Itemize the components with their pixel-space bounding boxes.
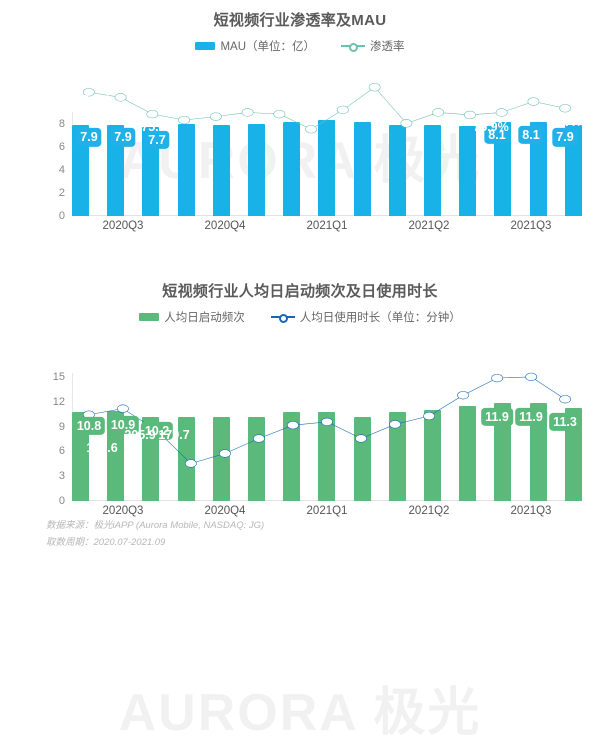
x-tick-2021Q1: 2021Q1 [306, 220, 348, 232]
bar-2021.04[interactable] [388, 411, 406, 501]
bar-2020.07[interactable] [72, 411, 89, 501]
legend-launch-frequency[interactable]: 人均日启动频次 [139, 309, 245, 325]
legend-usage-duration[interactable]: 人均日使用时长（单位：分钟） [270, 309, 461, 325]
legend-mau-swatch-icon [195, 42, 216, 50]
chart-bottom: 0 3 6 9 12 15 10.8 10.9 10.2 11.9 11.9 11.3 198.6 20… [0, 325, 600, 517]
x-axis-ticks-bottom: 2020Q3 2020Q4 2021Q1 2021Q2 2021Q3 [72, 505, 582, 517]
watermark-bottom: AURORA 极光 [118, 684, 482, 742]
line-value-label: 78.3% [75, 92, 111, 107]
y-tick-2: 2 [58, 186, 65, 199]
y-tick-6: 6 [58, 140, 65, 153]
bar-2021.06[interactable] [459, 406, 477, 501]
y-tick-15: 15 [52, 371, 65, 384]
line-marker[interactable] [83, 88, 94, 96]
legend-penetration-label: 渗透率 [370, 41, 405, 53]
x-tick-2021Q1: 2021Q1 [306, 505, 348, 517]
x-tick-2020Q4: 2020Q4 [204, 220, 246, 232]
bar-series-mau [72, 112, 582, 216]
x-axis-ticks-top: 2020Q3 2020Q4 2021Q1 2021Q2 2021Q3 [72, 220, 582, 232]
x-tick-2020Q3: 2020Q3 [102, 505, 144, 517]
bar-2021.05[interactable] [424, 410, 442, 501]
legend-top: MAU（单位：亿） 渗透率 [0, 38, 600, 54]
legend-mau-label: MAU（单位：亿） [220, 41, 316, 53]
bar-2021.02[interactable] [318, 411, 336, 501]
bar-2020.09[interactable] [142, 416, 160, 501]
bar-2021.07[interactable] [494, 402, 512, 501]
bar-2021.03[interactable] [353, 121, 371, 216]
bar-2020.09[interactable] [142, 127, 160, 216]
line-marker[interactable] [115, 93, 126, 101]
line-value-label: 244.1 [520, 340, 552, 355]
bar-series-launch-frequency [72, 373, 582, 501]
bar-2021.08[interactable] [529, 402, 547, 501]
footer-period: 取数周期：2020.07-2021.09 [46, 536, 166, 548]
x-tick-2020Q4: 2020Q4 [204, 505, 246, 517]
bar-2020.10[interactable] [177, 124, 195, 216]
bar-2020.11[interactable] [212, 124, 230, 216]
legend-usage-duration-swatch-icon [270, 312, 295, 323]
y-tick-0: 0 [58, 495, 65, 507]
x-tick-2020Q3: 2020Q3 [102, 220, 144, 232]
bar-2021.08[interactable] [529, 122, 547, 216]
x-tick-2021Q3: 2021Q3 [510, 505, 552, 517]
bar-2021.02[interactable] [318, 119, 336, 216]
bar-2020.08[interactable] [107, 124, 125, 216]
y-tick-8: 8 [58, 117, 65, 130]
y-tick-9: 9 [58, 420, 65, 433]
legend-bottom: 人均日启动频次 人均日使用时长（单位：分钟） [0, 309, 600, 325]
bar-2021.06[interactable] [459, 125, 477, 216]
bar-2021.01[interactable] [283, 411, 301, 501]
bar-2021.03[interactable] [353, 416, 371, 501]
panel-launch-duration: 短视频行业人均日启动频次及日使用时长 人均日启动频次 人均日使用时长（单位：分钟… [0, 272, 600, 742]
y-tick-0: 0 [58, 210, 65, 222]
bar-2020.11[interactable] [212, 416, 230, 501]
bar-2020.10[interactable] [177, 416, 195, 501]
y-tick-12: 12 [52, 395, 65, 408]
legend-mau[interactable]: MAU（单位：亿） [195, 38, 315, 54]
legend-penetration[interactable]: 渗透率 [341, 38, 405, 54]
x-tick-2021Q2: 2021Q2 [408, 220, 450, 232]
bar-2020.12[interactable] [248, 416, 266, 501]
legend-launch-frequency-label: 人均日启动频次 [164, 312, 245, 324]
y-tick-4: 4 [58, 163, 65, 176]
bar-2020.07[interactable] [72, 124, 89, 216]
line-marker[interactable] [560, 104, 571, 112]
legend-usage-duration-label: 人均日使用时长（单位：分钟） [299, 312, 461, 324]
line-value-label: 77.2% [506, 82, 542, 97]
legend-penetration-swatch-icon [341, 41, 366, 52]
bar-2021.05[interactable] [424, 124, 442, 216]
y-tick-6: 6 [58, 445, 65, 458]
legend-launch-frequency-swatch-icon [139, 313, 160, 321]
panel-penetration-mau: 短视频行业渗透率及MAU MAU（单位：亿） 渗透率 AURORA 极光 024… [0, 0, 600, 272]
bar-2021.09[interactable] [564, 124, 582, 216]
line-marker[interactable] [369, 83, 380, 91]
footer-note: 数据来源：极光iAPP (Aurora Mobile, NASDAQ: JG) … [46, 517, 264, 551]
x-tick-2021Q3: 2021Q3 [510, 220, 552, 232]
page-title-top: 短视频行业渗透率及MAU [213, 12, 387, 29]
page-title-bottom: 短视频行业人均日启动频次及日使用时长 [162, 283, 438, 300]
bar-2021.04[interactable] [388, 124, 406, 216]
line-value-label: 242.6 [455, 343, 487, 358]
bar-2020.08[interactable] [107, 411, 125, 501]
bar-2020.12[interactable] [248, 124, 266, 216]
bar-2021.09[interactable] [564, 407, 582, 501]
x-tick-2021Q2: 2021Q2 [408, 505, 450, 517]
line-marker[interactable] [528, 98, 539, 106]
footer-source: 数据来源：极光iAPP (Aurora Mobile, NASDAQ: JG) [46, 519, 265, 531]
y-tick-3: 3 [58, 470, 65, 483]
bar-2021.01[interactable] [283, 122, 301, 216]
bar-2021.07[interactable] [494, 122, 512, 216]
plot-area-bottom: 0 3 6 9 12 15 10.8 10.9 10.2 11.9 11.9 11.3 198.6 20… [53, 341, 594, 507]
